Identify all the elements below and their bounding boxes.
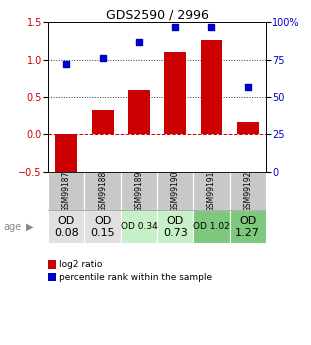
Text: log2 ratio: log2 ratio: [59, 260, 102, 269]
Point: [137, 39, 142, 45]
Bar: [48, 171, 85, 210]
Text: percentile rank within the sample: percentile rank within the sample: [59, 273, 212, 282]
Text: GSM99187: GSM99187: [62, 170, 71, 212]
Text: GSM99190: GSM99190: [171, 170, 180, 212]
Text: OD
0.08: OD 0.08: [54, 216, 79, 238]
Bar: [193, 171, 230, 210]
Text: OD
0.73: OD 0.73: [163, 216, 188, 238]
Text: OD 0.34: OD 0.34: [121, 222, 157, 231]
Bar: [121, 210, 157, 243]
Text: OD 1.02: OD 1.02: [193, 222, 230, 231]
Bar: [157, 171, 193, 210]
Bar: [92, 110, 114, 134]
Bar: [121, 171, 157, 210]
Bar: [201, 40, 222, 134]
Bar: [164, 52, 186, 134]
Text: ▶: ▶: [26, 222, 34, 232]
Point: [209, 24, 214, 30]
Bar: [230, 210, 266, 243]
Text: GSM99191: GSM99191: [207, 170, 216, 212]
Text: GSM99192: GSM99192: [243, 170, 252, 212]
Bar: [85, 210, 121, 243]
Text: GSM99188: GSM99188: [98, 170, 107, 211]
Bar: [128, 90, 150, 134]
Title: GDS2590 / 2996: GDS2590 / 2996: [106, 8, 208, 21]
Bar: [230, 171, 266, 210]
Bar: [48, 210, 85, 243]
Point: [64, 61, 69, 67]
Bar: [85, 171, 121, 210]
Bar: [237, 122, 259, 134]
Text: OD
0.15: OD 0.15: [90, 216, 115, 238]
Point: [100, 56, 105, 61]
Bar: [157, 210, 193, 243]
Point: [245, 84, 250, 89]
Text: age: age: [3, 222, 21, 232]
Text: OD
1.27: OD 1.27: [235, 216, 260, 238]
Bar: [193, 210, 230, 243]
Point: [173, 24, 178, 30]
Bar: [55, 134, 77, 180]
Text: GSM99189: GSM99189: [134, 170, 143, 212]
